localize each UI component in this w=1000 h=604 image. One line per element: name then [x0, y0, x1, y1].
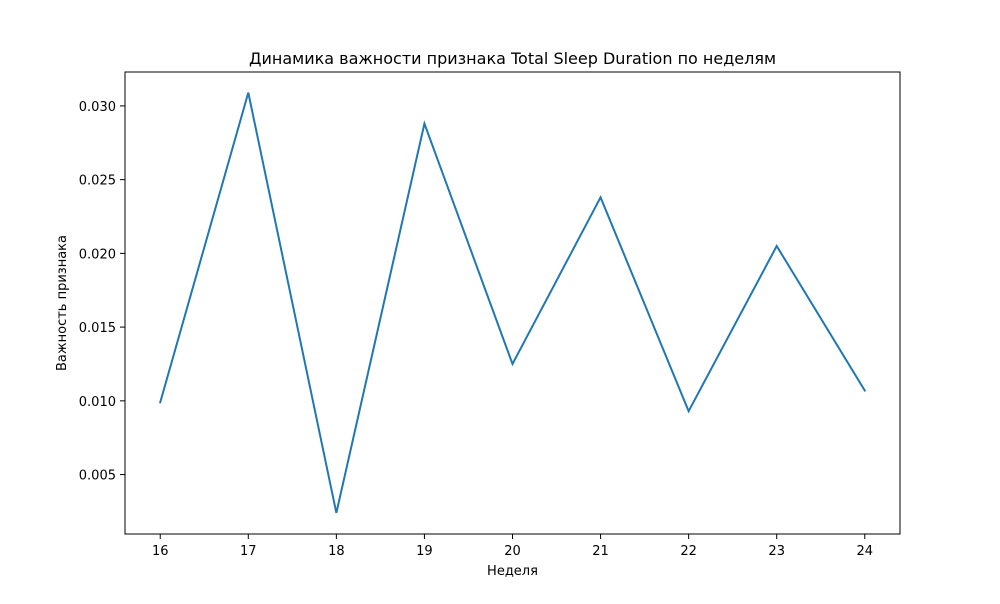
x-tick-label: 21: [592, 544, 609, 559]
y-tick-label: 0.005: [79, 469, 116, 484]
y-axis-ticks: 0.005 0.010 0.015 0.020 0.025 0.030: [79, 100, 125, 484]
y-tick-label: 0.020: [79, 247, 116, 262]
x-tick-label: 23: [768, 544, 785, 559]
x-tick-label: 17: [240, 544, 257, 559]
y-tick-label: 0.025: [79, 174, 116, 189]
x-tick-label: 24: [856, 544, 873, 559]
axes-frame: [124, 71, 901, 535]
x-tick-label: 18: [328, 544, 345, 559]
y-axis-label: Важность признака: [55, 235, 70, 371]
y-tick-label: 0.030: [79, 100, 116, 115]
x-axis-ticks: 16 17 18 19 20 21 22 23 24: [152, 534, 873, 559]
chart-title: Динамика важности признака Total Sleep D…: [249, 49, 776, 68]
x-tick-label: 20: [504, 544, 521, 559]
plot-area: [158, 92, 867, 514]
y-tick-label: 0.010: [79, 395, 116, 410]
x-tick-label: 19: [416, 544, 433, 559]
series-line: [158, 92, 867, 514]
y-tick-label: 0.015: [79, 321, 116, 336]
x-tick-label: 16: [152, 544, 169, 559]
x-tick-label: 22: [680, 544, 697, 559]
x-axis-label: Неделя: [487, 564, 538, 579]
